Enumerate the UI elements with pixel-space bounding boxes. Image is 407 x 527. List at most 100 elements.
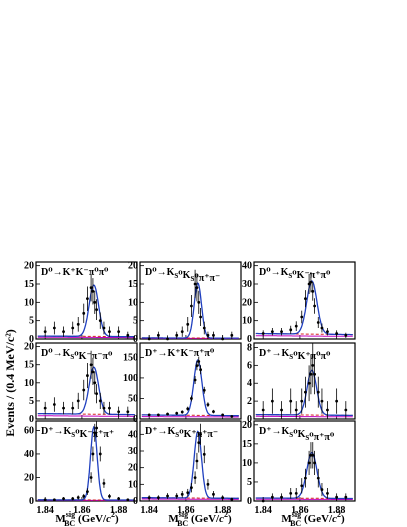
data-point	[190, 486, 193, 490]
panel-frame	[35, 420, 138, 502]
y-tick-label: 5	[133, 316, 138, 327]
data-point	[221, 337, 225, 341]
y-tick-label: 0	[247, 496, 252, 507]
data-point	[320, 488, 324, 491]
data-point	[309, 372, 313, 376]
data-point	[43, 330, 47, 334]
y-tick-label: 20	[24, 342, 34, 353]
data-point	[126, 410, 130, 414]
data-point	[89, 286, 93, 290]
data-point	[289, 328, 293, 332]
data-point	[156, 413, 160, 417]
data-point	[156, 496, 160, 500]
y-tick-label: 0	[29, 334, 34, 345]
y-tick-label: 8	[247, 342, 252, 353]
data-point	[230, 497, 234, 501]
data-point	[86, 490, 89, 493]
data-point	[186, 322, 190, 326]
data-point	[202, 326, 206, 330]
y-tick-label: 10	[24, 297, 34, 308]
peaking-background-curve	[37, 415, 135, 417]
data-point	[43, 406, 47, 410]
panel-frame	[35, 261, 138, 340]
data-point	[71, 326, 75, 330]
data-point	[316, 321, 320, 324]
y-tick-label: 30	[128, 446, 138, 457]
data-point	[309, 280, 313, 284]
panel-2: 0 5 10 15 20 D⁰→KS⁰KS⁰π⁺π⁻	[128, 261, 242, 345]
x-tick-label: 1.84	[254, 505, 272, 516]
y-tick-label: 20	[24, 261, 34, 272]
panel-frame	[139, 420, 242, 502]
data-point	[93, 300, 97, 304]
y-tick-label: 40	[128, 429, 138, 440]
data-point	[326, 491, 329, 495]
data-point	[304, 297, 307, 301]
data-point	[261, 408, 265, 412]
y-tick-label: 10	[128, 297, 138, 308]
y-axis-label: Events / (0.4 MeV/c²)	[3, 329, 17, 437]
data-point	[326, 408, 329, 412]
data-point	[335, 332, 339, 335]
panel-frame	[35, 342, 138, 420]
y-tick-label: 10	[128, 479, 138, 490]
data-point	[52, 403, 56, 406]
data-point	[91, 452, 95, 456]
panel-title: D⁰→KS⁰K⁻π⁺π⁰	[259, 267, 331, 281]
data-point	[190, 304, 193, 308]
y-tick-label: 15	[242, 439, 252, 450]
data-point	[197, 300, 201, 304]
data-point	[193, 476, 197, 480]
data-point	[289, 399, 293, 403]
y-tick-label: 20	[128, 463, 138, 474]
x-tick-label: 1.88	[328, 505, 346, 516]
panel-frame	[253, 420, 356, 502]
y-tick-label: 20	[24, 472, 34, 483]
data-point	[230, 333, 234, 337]
data-point	[126, 498, 130, 502]
data-point	[261, 332, 265, 335]
peaking-background-curve	[255, 335, 353, 337]
data-point	[307, 461, 311, 465]
data-point	[166, 412, 169, 416]
data-point	[300, 484, 304, 488]
x-tick-label: 1.88	[214, 505, 232, 516]
fit-curve	[141, 282, 239, 339]
data-point	[270, 399, 274, 403]
data-point	[230, 415, 234, 418]
data-point	[313, 372, 316, 376]
panel-frame	[139, 342, 242, 420]
data-point	[147, 496, 151, 500]
data-point	[313, 304, 316, 308]
data-point	[206, 403, 210, 407]
data-point	[212, 410, 215, 414]
panel-title: D⁺→KS⁰K⁻π⁺π⁺	[41, 426, 114, 440]
data-point	[304, 476, 307, 480]
fit-curve	[37, 366, 135, 416]
panel-3: 0 10 20 30 40 D⁰→KS⁰K⁻π⁺π⁰	[242, 261, 356, 345]
x-tick-label: 1.86	[177, 505, 195, 516]
panel-1: 0 5 10 15 20 D⁰→K⁺K⁻π⁰π⁰	[24, 261, 138, 345]
x-tick-label: 1.86	[73, 505, 91, 516]
data-point	[212, 492, 215, 496]
y-tick-label: 20	[242, 297, 252, 308]
x-axis-label-col1: Msig BC (GeV/c2)	[55, 510, 119, 527]
panel-title: D⁺→KS⁰K⁺π⁰π⁰	[259, 348, 331, 362]
data-point	[313, 461, 316, 465]
panel-title: D⁰→K⁺K⁻π⁰π⁰	[41, 267, 109, 278]
data-point	[261, 499, 265, 503]
y-tick-label: 10	[24, 378, 34, 389]
data-point	[117, 330, 121, 334]
panel-title: D⁺→K⁺K⁻π⁺π⁰	[145, 348, 215, 359]
y-tick-label: 0	[133, 334, 138, 345]
data-point	[93, 381, 97, 385]
data-point	[190, 397, 193, 400]
data-point	[335, 399, 339, 403]
data-point	[186, 407, 190, 411]
data-point	[199, 432, 203, 436]
data-point	[195, 459, 199, 463]
y-tick-label: 0	[133, 496, 138, 507]
y-tick-label: 50	[128, 393, 138, 404]
data-point	[62, 330, 65, 334]
data-point	[186, 491, 190, 495]
